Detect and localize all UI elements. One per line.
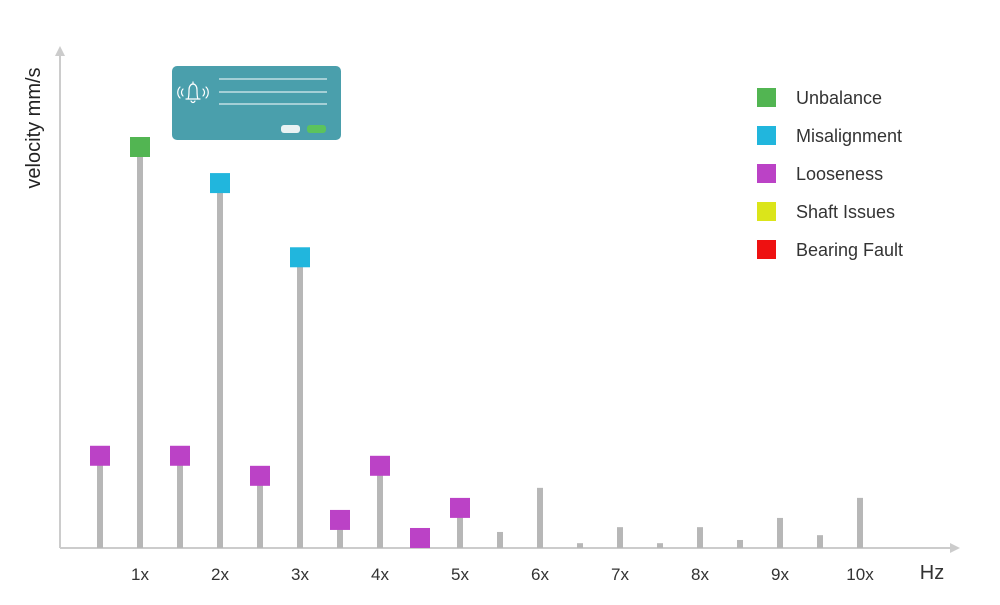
x-axis-label: Hz: [920, 562, 944, 584]
legend-item: Bearing Fault: [757, 240, 903, 260]
x-tick-label: 8x: [691, 565, 709, 584]
spectrum-bar: [857, 497, 863, 548]
alert-confirm-button[interactable]: [307, 125, 326, 133]
spectrum-bar: [377, 465, 383, 548]
spectrum-bar: [337, 519, 343, 548]
fault-marker-looseness[interactable]: [450, 497, 470, 518]
spectrum-bar: [657, 543, 663, 548]
spectrum-bar: [777, 517, 783, 548]
x-axis-arrow: [950, 543, 960, 553]
spectrum-bar: [217, 183, 223, 548]
spectrum-bar: [537, 487, 543, 548]
legend-swatch: [757, 202, 776, 221]
legend: Unbalance Misalignment Looseness Shaft I…: [757, 88, 903, 260]
spectrum-bar: [577, 543, 583, 548]
legend-swatch: [757, 240, 776, 259]
x-tick-label: 5x: [451, 565, 469, 584]
legend-item: Unbalance: [757, 88, 882, 108]
x-tick-label: 2x: [211, 565, 229, 584]
fault-marker-unbalance[interactable]: [130, 137, 150, 157]
legend-label: Shaft Issues: [796, 202, 895, 222]
fault-marker-looseness[interactable]: [410, 527, 430, 548]
fault-marker-looseness[interactable]: [330, 509, 350, 530]
x-tick-label: 7x: [611, 565, 629, 584]
y-axis-label: velocity mm/s: [23, 67, 45, 188]
legend-label: Misalignment: [796, 126, 902, 146]
fault-marker-looseness[interactable]: [170, 445, 190, 466]
x-tick-label: 1x: [131, 565, 149, 584]
axes: [55, 46, 960, 553]
fault-marker-misalignment[interactable]: [210, 173, 230, 194]
spectrum-bar: [177, 455, 183, 548]
x-tick-labels: 1x 2x 3x 4x 5x 6x 7x 8x 9x 10x: [131, 565, 874, 584]
legend-item: Looseness: [757, 164, 883, 184]
x-tick-label: 10x: [846, 565, 874, 584]
alert-dismiss-button[interactable]: [281, 125, 300, 133]
x-tick-label: 6x: [531, 565, 549, 584]
fault-marker-looseness[interactable]: [370, 455, 390, 476]
fault-marker-misalignment[interactable]: [290, 247, 310, 268]
bell-icon: [177, 81, 209, 104]
x-tick-label: 9x: [771, 565, 789, 584]
legend-item: Misalignment: [757, 126, 902, 146]
spectrum-bar: [297, 257, 303, 548]
alert-card-background: [172, 66, 341, 140]
spectrum-bar: [697, 527, 703, 548]
spectrum-bar: [737, 539, 743, 548]
spectrum-bar: [457, 507, 463, 548]
x-tick-label: 3x: [291, 565, 309, 584]
spectrum-bar: [257, 475, 263, 548]
legend-label: Unbalance: [796, 88, 882, 108]
bar-series: [97, 147, 863, 548]
fault-marker-looseness[interactable]: [250, 465, 270, 486]
legend-label: Bearing Fault: [796, 240, 903, 260]
legend-swatch: [757, 88, 776, 107]
spectrum-bar: [817, 535, 823, 548]
legend-swatch: [757, 164, 776, 183]
x-tick-label: 4x: [371, 565, 389, 584]
spectrum-bar: [617, 527, 623, 548]
alert-card[interactable]: [172, 66, 341, 140]
legend-item: Shaft Issues: [757, 202, 895, 222]
fault-markers: [90, 137, 470, 548]
spectrum-bar: [137, 147, 143, 548]
fault-marker-looseness[interactable]: [90, 445, 110, 466]
legend-label: Looseness: [796, 164, 883, 184]
spectrum-bar: [497, 531, 503, 548]
spectrum-bar: [97, 455, 103, 548]
legend-swatch: [757, 126, 776, 145]
y-axis-arrow: [55, 46, 65, 56]
